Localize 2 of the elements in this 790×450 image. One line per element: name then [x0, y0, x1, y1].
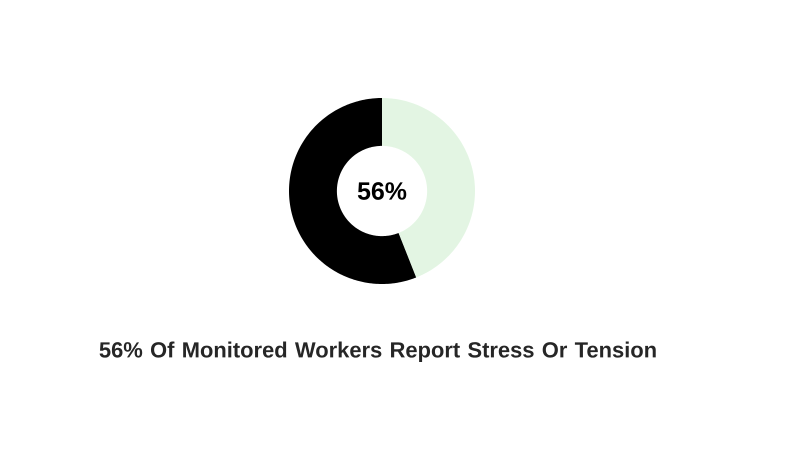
text: 56% Of Monitored Workers Report Stress Or Tension	[100, 342, 656, 362]
text: 56%	[358, 182, 406, 200]
